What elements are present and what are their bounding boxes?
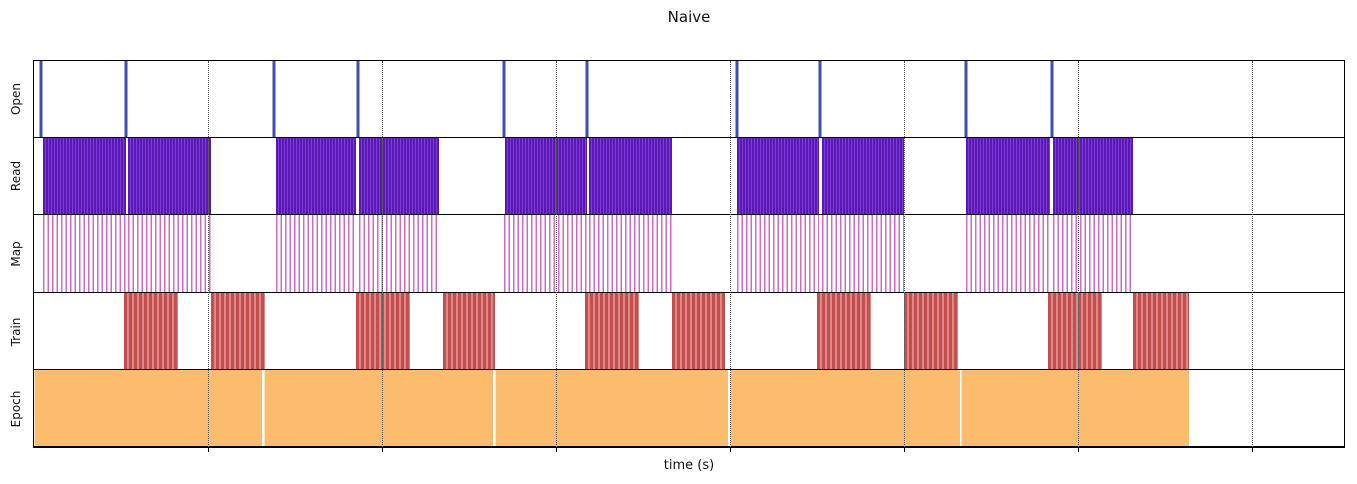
x-axis-tick bbox=[381, 448, 383, 452]
train-bar bbox=[585, 292, 640, 369]
open-event-marker bbox=[502, 61, 506, 138]
map-bar bbox=[275, 215, 356, 292]
open-event-marker bbox=[356, 61, 360, 138]
map-bar bbox=[503, 215, 588, 292]
y-axis-label-train: Train bbox=[9, 317, 23, 346]
map-bar bbox=[127, 215, 212, 292]
x-axis-tick bbox=[1077, 448, 1079, 452]
open-event-marker bbox=[124, 61, 128, 138]
y-axis-label-open: Open bbox=[9, 82, 23, 115]
epoch-bar bbox=[263, 369, 494, 446]
map-bar bbox=[822, 215, 904, 292]
x-axis-tick bbox=[207, 448, 209, 452]
open-event-marker bbox=[964, 61, 968, 138]
y-axis-label-epoch: Epoch bbox=[9, 390, 23, 428]
train-bar bbox=[1133, 292, 1190, 369]
map-bar bbox=[359, 215, 440, 292]
x-axis-tick bbox=[1251, 448, 1253, 452]
open-event-marker bbox=[272, 61, 276, 138]
read-bar bbox=[966, 138, 1050, 215]
read-bar bbox=[588, 138, 673, 215]
open-event-marker bbox=[818, 61, 822, 138]
epoch-bar bbox=[729, 369, 960, 446]
map-bar bbox=[588, 215, 673, 292]
train-bar bbox=[211, 292, 266, 369]
x-axis-tick bbox=[555, 448, 557, 452]
open-event-marker bbox=[735, 61, 739, 138]
read-bar bbox=[1053, 138, 1134, 215]
y-axis-label-read: Read bbox=[9, 161, 23, 192]
x-axis-tick bbox=[903, 448, 905, 452]
row-open bbox=[34, 61, 1344, 139]
train-bar bbox=[355, 292, 410, 369]
read-bar bbox=[736, 138, 819, 215]
x-axis-label: time (s) bbox=[663, 458, 715, 473]
open-event-marker bbox=[39, 61, 43, 138]
read-bar bbox=[127, 138, 212, 215]
open-event-marker bbox=[585, 61, 589, 138]
map-bar bbox=[1053, 215, 1134, 292]
y-axis-label-map: Map bbox=[9, 241, 23, 267]
read-bar bbox=[822, 138, 904, 215]
row-map bbox=[34, 215, 1344, 293]
epoch-bar bbox=[961, 369, 1190, 446]
row-read bbox=[34, 138, 1344, 216]
plot-area bbox=[33, 60, 1345, 452]
epoch-bar bbox=[495, 369, 729, 446]
read-bar bbox=[42, 138, 127, 215]
chart-title: Naive bbox=[667, 8, 711, 26]
train-bar bbox=[672, 292, 725, 369]
read-bar bbox=[359, 138, 440, 215]
train-bar bbox=[816, 292, 871, 369]
map-bar bbox=[736, 215, 819, 292]
row-train bbox=[34, 292, 1344, 370]
map-bar bbox=[966, 215, 1050, 292]
train-bar bbox=[903, 292, 958, 369]
x-axis-tick bbox=[729, 448, 731, 452]
read-bar bbox=[505, 138, 588, 215]
train-bar bbox=[124, 292, 179, 369]
row-epoch bbox=[34, 369, 1344, 447]
read-bar bbox=[275, 138, 356, 215]
train-bar bbox=[1048, 292, 1103, 369]
train-bar bbox=[442, 292, 496, 369]
epoch-bar bbox=[34, 369, 262, 446]
map-bar bbox=[42, 215, 127, 292]
open-event-marker bbox=[1050, 61, 1054, 138]
